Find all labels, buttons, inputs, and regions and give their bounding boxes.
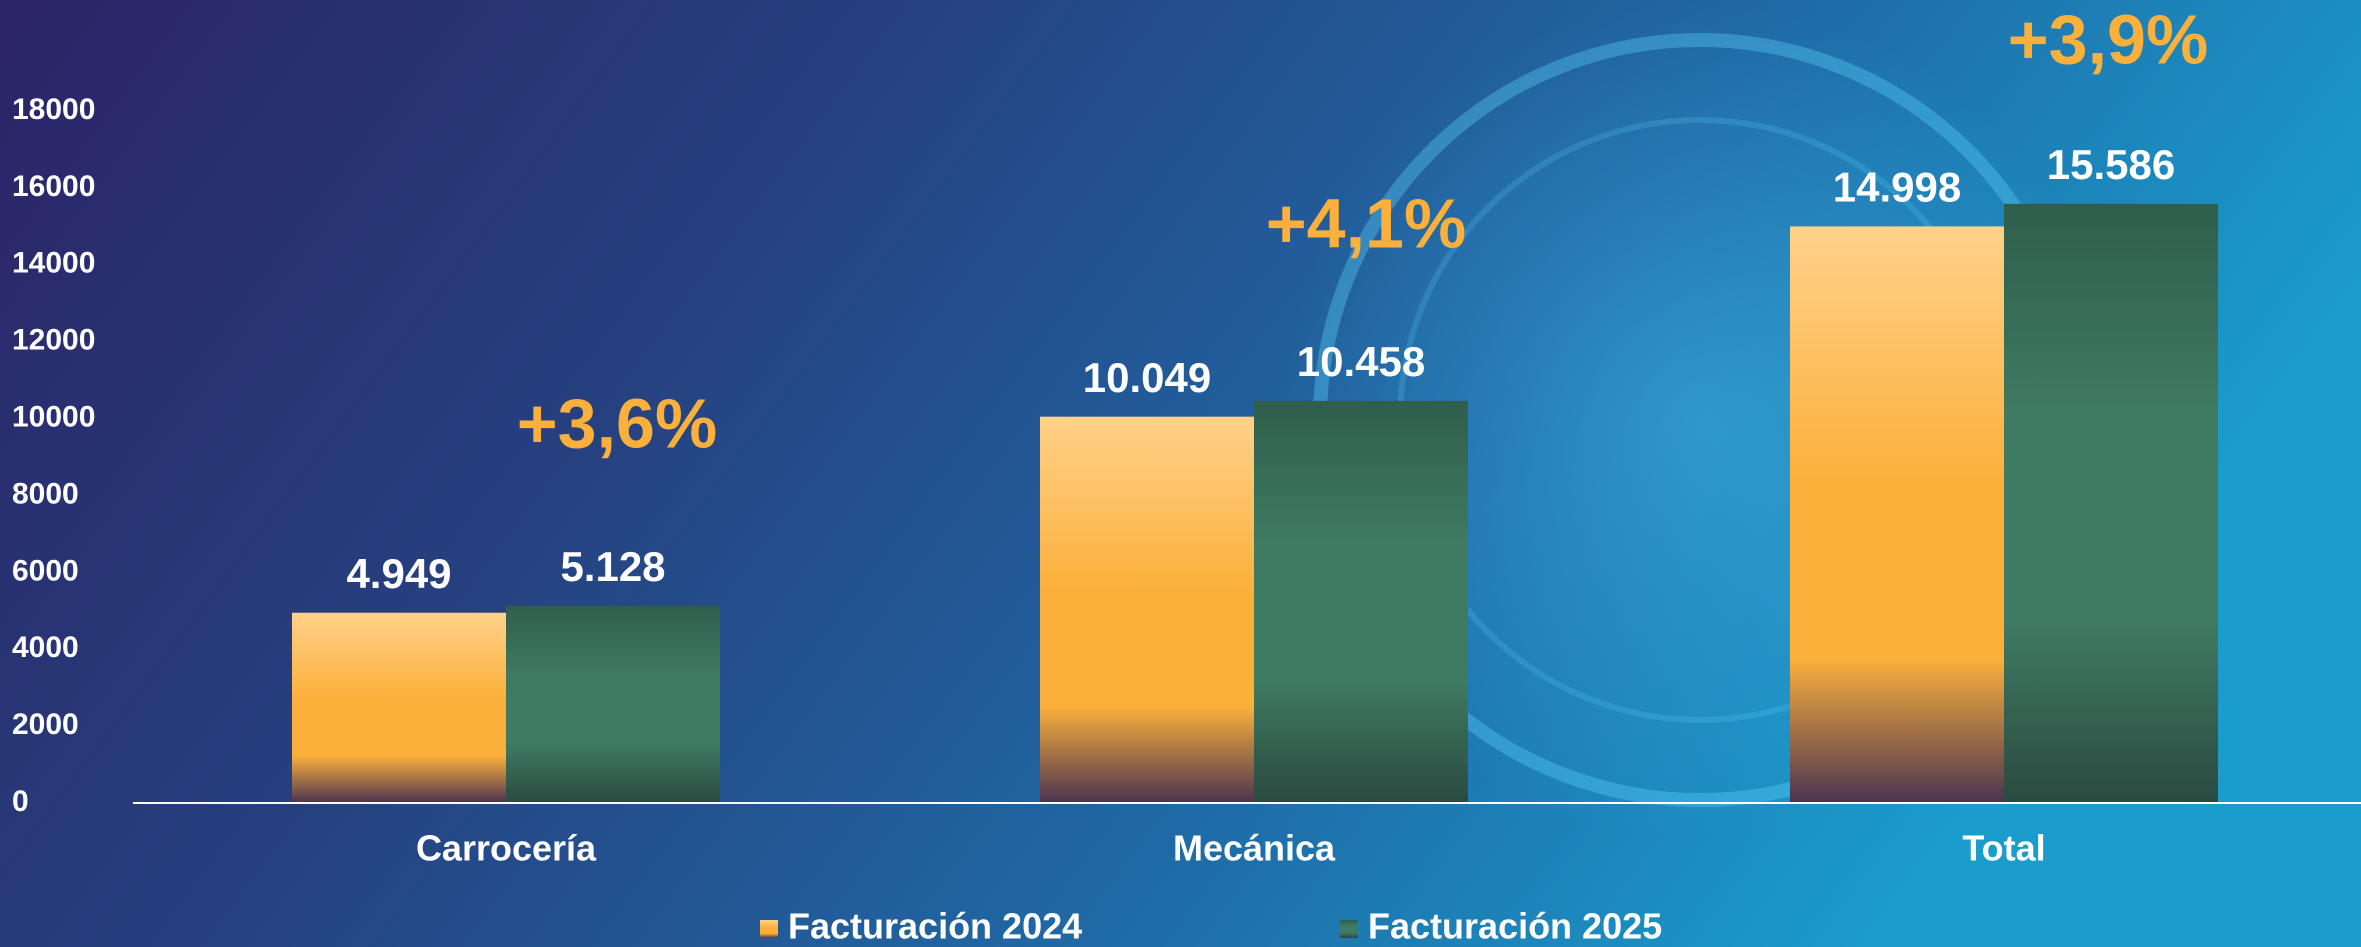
bar [506,606,720,803]
value-label: 5.128 [560,543,665,590]
y-tick-label: 2000 [12,708,79,741]
x-tick-label: Mecánica [1173,828,1336,869]
bar [2004,204,2218,803]
annotation: +3,6% [517,384,717,462]
legend-swatch [1340,920,1358,938]
bar [1040,417,1254,803]
y-tick-label: 12000 [12,324,95,357]
y-tick-label: 0 [12,785,29,818]
x-tick-label: Carrocería [416,828,597,869]
value-label: 10.049 [1083,354,1211,401]
bar [1790,226,2004,803]
value-label: 10.458 [1297,338,1425,385]
x-tick-label: Total [1962,828,2045,869]
y-tick-label: 10000 [12,400,95,433]
chart: 0 2000 4000 6000 8000 10000 12000 14000 16000 180… [0,0,2361,947]
value-label: 4.949 [346,550,451,597]
y-tick-label: 14000 [12,247,95,280]
bar [292,613,506,803]
y-tick-label: 16000 [12,170,95,203]
annotation: +3,9% [2008,0,2208,78]
y-tick-label: 4000 [12,631,79,664]
value-label: 15.586 [2047,141,2175,188]
legend-label: Facturación 2025 [1368,906,1662,947]
value-label: 14.998 [1833,164,1961,211]
y-tick-label: 18000 [12,93,95,126]
legend-swatch [760,920,778,938]
annotation: +4,1% [1266,184,1466,262]
y-tick-label: 6000 [12,554,79,587]
legend-label: Facturación 2024 [788,906,1082,947]
bar [1254,401,1468,803]
y-tick-label: 8000 [12,477,79,510]
